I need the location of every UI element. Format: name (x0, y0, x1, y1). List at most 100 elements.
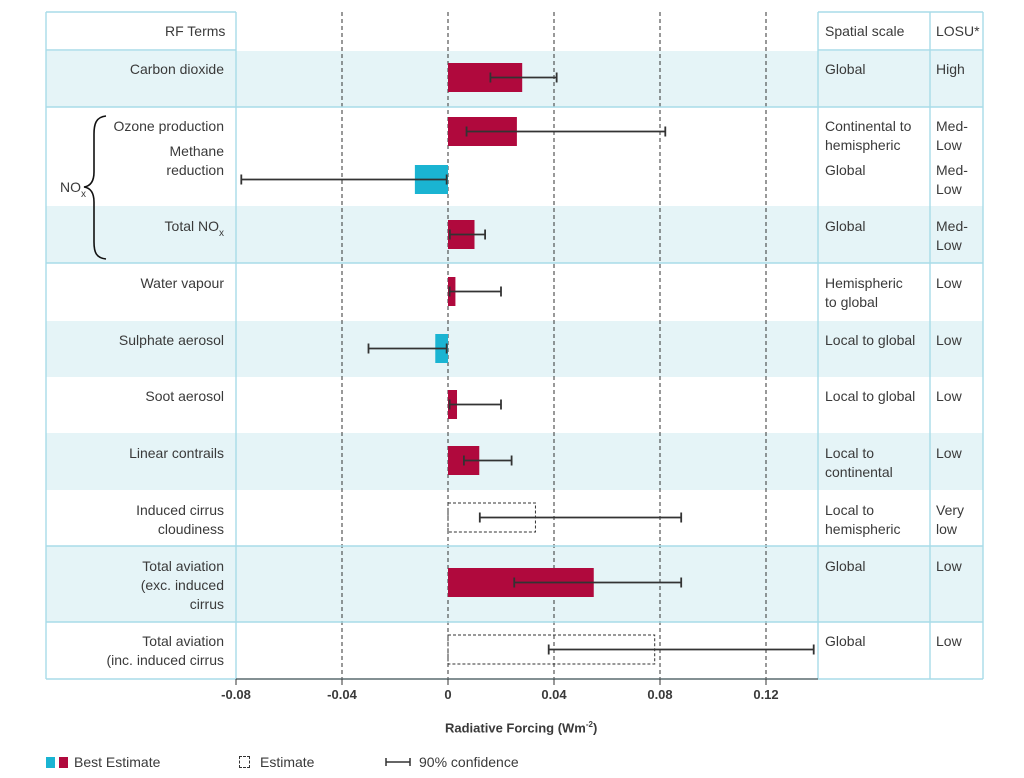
row-losu: Med- Low (936, 117, 968, 155)
x-tick-label-3: 0.04 (541, 687, 567, 702)
chart-marks (240, 63, 815, 665)
row-scale-line: Global (825, 218, 866, 234)
row-losu-line: Low (936, 181, 962, 197)
row-losu: Low (936, 387, 962, 406)
row-scale-line: to global (825, 294, 878, 310)
x-tick-label-2: 0 (444, 687, 451, 702)
row-losu: Low (936, 444, 962, 463)
row-losu: High (936, 60, 965, 79)
row-spatial-scale: Global (825, 557, 865, 576)
row-spatial-scale: Local to continental (825, 444, 893, 482)
row-losu-line: Med- (936, 118, 968, 134)
row-scale-line: hemispheric (825, 137, 901, 153)
row-term-label: Ozone production (46, 117, 224, 136)
row-losu-line: High (936, 61, 965, 77)
row-term-label: Total aviation (inc. induced cirrus (46, 632, 225, 670)
row-losu-line: Low (936, 558, 962, 574)
row-term-label: Linear contrails (46, 444, 224, 463)
row-term-label: Water vapour (46, 274, 224, 293)
row-losu-line: Low (936, 445, 962, 461)
row-spatial-scale: Global (825, 60, 865, 79)
row-losu-line: Med- (936, 218, 968, 234)
row-term-label: Carbon dioxide (46, 60, 224, 79)
row-term-line: Carbon dioxide (129, 61, 224, 77)
gridlines (341, 12, 767, 679)
row-term-line: Total aviation (142, 558, 224, 574)
row-losu-line: Low (936, 388, 962, 404)
row-losu: Med- Low (936, 217, 968, 255)
row-scale-line: Global (825, 162, 866, 178)
row-losu-line: Med- (936, 162, 968, 178)
row-losu-line: low (936, 521, 958, 537)
x-tick-label-4: 0.08 (647, 687, 672, 702)
header-spatial-scale: Spatial scale (825, 23, 905, 39)
row-spatial-scale: Continental to hemispheric (825, 117, 911, 155)
row-term-label: Soot aerosol (46, 387, 224, 406)
row-term-line: Sulphate aerosol (118, 332, 224, 348)
row-shade (46, 321, 983, 377)
legend-swatch-negative (46, 757, 55, 768)
header-losu: LOSU* (936, 23, 980, 39)
row-term-line: Induced cirrus (136, 502, 224, 518)
row-term-label: Total NOx (46, 217, 224, 239)
row-spatial-scale: Global (825, 632, 865, 651)
row-losu: Low (936, 632, 962, 651)
row-losu: Med- Low (936, 161, 968, 199)
x-tick-label-1: -0.04 (327, 687, 357, 702)
row-losu: Low (936, 274, 962, 293)
row-spatial-scale: Global (825, 161, 865, 180)
row-term-line: Linear contrails (129, 445, 224, 461)
nox-group-label: NOx (60, 179, 86, 200)
row-spatial-scale: Local to global (825, 331, 915, 350)
legend-estimate-label: Estimate (260, 754, 315, 770)
row-scale-line: Global (825, 61, 866, 77)
row-scale-line: continental (825, 464, 893, 480)
legend-swatch-positive (59, 757, 68, 768)
row-term-label: Induced cirrus cloudiness (46, 501, 224, 539)
row-term-label: Sulphate aerosol (46, 331, 224, 350)
row-losu: Low (936, 331, 962, 350)
legend-best-label: Best Estimate (74, 754, 161, 770)
row-losu-line: Low (936, 332, 962, 348)
row-losu: Low (936, 557, 962, 576)
legend-best-estimate: Best Estimate (46, 754, 160, 770)
row-term-label: Total aviation (exc. induced cirrus (46, 557, 224, 614)
x-axis: -0.08 -0.04 0 0.04 0.08 0.12 (221, 678, 818, 702)
row-scale-line: Global (825, 633, 866, 649)
row-scale-line: Global (825, 558, 866, 574)
row-term-line: cloudiness (157, 521, 224, 537)
legend-confidence-label: 90% confidence (419, 754, 519, 770)
error-bar-icon (385, 758, 411, 766)
row-scale-line: Hemispheric (825, 275, 903, 291)
row-term-line: Soot aerosol (145, 388, 224, 404)
row-term-line: Ozone production (113, 118, 224, 134)
row-losu-line: Very (936, 502, 965, 518)
row-losu-line: Low (936, 275, 962, 291)
row-shade (46, 433, 983, 490)
row-scale-line: Local to (825, 502, 875, 518)
row-term-subscript: x (219, 228, 224, 239)
row-scale-line: Local to global (825, 388, 916, 404)
row-spatial-scale: Local to global (825, 387, 915, 406)
x-tick-label-0: -0.08 (221, 687, 251, 702)
row-term-label: Methane reduction (46, 142, 224, 180)
row-losu-line: Low (936, 237, 962, 253)
row-term-line: Methane (169, 143, 224, 159)
x-axis-title: Radiative Forcing (Wm-2) (445, 720, 598, 736)
row-term-line: cirrus (189, 596, 224, 612)
row-spatial-scale: Local to hemispheric (825, 501, 900, 539)
row-scale-line: hemispheric (825, 521, 901, 537)
header-rf-terms: RF Terms (165, 23, 226, 39)
legend-estimate: Estimate (239, 754, 314, 770)
row-term-line: (exc. induced (140, 577, 224, 593)
row-spatial-scale: Global (825, 217, 865, 236)
row-term-line: (inc. induced cirrus (106, 652, 225, 668)
row-spatial-scale: Hemispheric to global (825, 274, 903, 312)
row-scale-line: Local to global (825, 332, 916, 348)
row-losu-line: Low (936, 633, 962, 649)
row-term-line: Total aviation (142, 633, 224, 649)
x-tick-label-5: 0.12 (753, 687, 778, 702)
row-losu: Very low (936, 501, 964, 539)
row-scale-line: Continental to (825, 118, 912, 134)
